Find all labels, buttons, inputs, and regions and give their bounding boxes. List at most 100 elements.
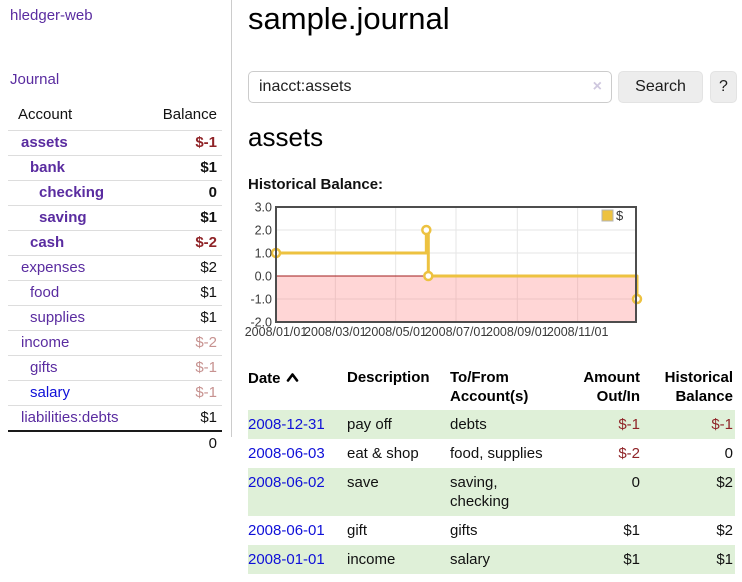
chart-plot-border: [275, 206, 637, 323]
sort-ascending-icon: [286, 368, 299, 387]
account-balance: $-2: [147, 230, 222, 256]
chart-negative-region: [276, 276, 636, 322]
accounts-total-row: 0: [8, 430, 222, 456]
sidebar-item-journal[interactable]: Journal: [10, 71, 60, 88]
sidebar: hledger-web Journal Account Balance asse…: [0, 0, 232, 456]
account-heading: assets: [248, 122, 324, 152]
transaction-description: eat & shop: [347, 445, 419, 462]
y-axis-label: 1.0: [255, 247, 272, 261]
accounts-total-spacer: [8, 430, 148, 456]
transaction-balance: $1: [716, 551, 733, 568]
account-link[interactable]: cash: [30, 234, 65, 251]
page-title: sample.journal: [248, 1, 450, 36]
register-header-date[interactable]: Date: [248, 362, 347, 410]
transaction-balance: 0: [724, 445, 733, 462]
accounts-header-account: Account: [8, 101, 148, 131]
account-balance: $1: [147, 405, 222, 432]
transaction-description: save: [347, 474, 379, 491]
account-balance: $-1: [147, 355, 222, 381]
transaction-accounts: food, supplies: [450, 445, 543, 462]
account-row: gifts $-1: [8, 355, 222, 381]
account-row: food $1: [8, 280, 222, 306]
register-header-date-label: Date: [248, 370, 281, 387]
account-balance: $1: [147, 305, 222, 331]
y-axis-label: -1.0: [250, 293, 272, 307]
x-axis-label: 2008/03/01: [304, 325, 367, 339]
transaction-accounts: salary: [450, 551, 491, 568]
account-link[interactable]: checking: [39, 184, 105, 201]
transaction-accounts: debts: [450, 416, 487, 433]
transaction-amount: 0: [631, 474, 640, 491]
search-input[interactable]: [248, 71, 612, 103]
register-header-description: Description: [347, 369, 430, 386]
transaction-description: income: [347, 551, 396, 568]
transaction-amount: $1: [623, 551, 640, 568]
x-axis-label: 2008/11/01: [547, 325, 609, 339]
account-link[interactable]: supplies: [30, 309, 86, 326]
transaction-balance: $-1: [711, 416, 733, 433]
account-link[interactable]: income: [21, 334, 70, 351]
account-row: expenses $2: [8, 255, 222, 281]
account-link[interactable]: saving: [39, 209, 87, 226]
account-row: income $-2: [8, 330, 222, 356]
accounts-table: Account Balance assets $-1 bank $1 check…: [8, 101, 222, 456]
account-balance: $2: [147, 255, 222, 281]
account-link[interactable]: assets: [21, 134, 68, 151]
account-row: bank $1: [8, 155, 222, 181]
account-row: salary $-1: [8, 380, 222, 406]
register-row: 2008-12-31 pay off debts $-1 $-1: [248, 410, 735, 439]
transaction-date-link[interactable]: 2008-06-03: [248, 445, 325, 462]
account-balance: $-1: [147, 380, 222, 406]
account-link[interactable]: bank: [30, 159, 66, 176]
legend-swatch: [601, 209, 614, 222]
chart-title: Historical Balance:: [248, 176, 384, 193]
transaction-date-link[interactable]: 2008-06-01: [248, 522, 325, 539]
transaction-amount: $-1: [618, 416, 640, 433]
historical-balance-chart: $3.0 2.0 1.0 0.0 -1.0 -2.0 2008/01/01 2008/03/0…: [240, 200, 742, 350]
y-axis-label: 0.0: [255, 270, 272, 284]
y-axis-label: 2.0: [255, 224, 272, 238]
x-axis-label: 2008/07/01: [425, 325, 488, 339]
transaction-amount: $-2: [618, 445, 640, 462]
account-row: checking 0: [8, 180, 222, 206]
clear-search-icon[interactable]: ×: [592, 78, 602, 95]
account-row: assets $-1: [8, 130, 222, 156]
account-link[interactable]: gifts: [30, 359, 58, 376]
register-row: 2008-06-03 eat & shop food, supplies $-2…: [248, 439, 735, 468]
legend-label: $: [616, 208, 624, 223]
account-balance: $-2: [147, 330, 222, 356]
register-table: Date Description To/From Account(s) Amou…: [248, 362, 735, 574]
account-balance: $1: [147, 205, 222, 231]
transaction-balance: $2: [716, 474, 733, 491]
account-link[interactable]: salary: [30, 384, 71, 401]
register-row: 2008-01-01 income salary $1 $1: [248, 545, 735, 574]
search-bar: ×: [248, 71, 612, 103]
transaction-date-link[interactable]: 2008-12-31: [248, 416, 325, 433]
register-row: 2008-06-01 gift gifts $1 $2: [248, 516, 735, 545]
account-row: saving $1: [8, 205, 222, 231]
help-button[interactable]: ?: [710, 71, 737, 103]
accounts-header-balance: Balance: [147, 101, 222, 131]
search-button[interactable]: Search: [618, 71, 703, 103]
transaction-accounts: saving, checking: [450, 474, 510, 510]
transaction-date-link[interactable]: 2008-06-02: [248, 474, 325, 491]
register-header-amount: Amount Out/In: [583, 369, 640, 405]
transaction-date-link[interactable]: 2008-01-01: [248, 551, 325, 568]
account-link[interactable]: food: [30, 284, 60, 301]
account-balance: $-1: [147, 130, 222, 156]
transaction-balance: $2: [716, 522, 733, 539]
account-link[interactable]: liabilities:debts: [21, 409, 119, 426]
transaction-description: pay off: [347, 416, 392, 433]
account-balance: $1: [147, 280, 222, 306]
chart-data-point: [423, 270, 434, 282]
account-balance: 0: [147, 180, 222, 206]
brand-link[interactable]: hledger-web: [10, 7, 93, 24]
register-header-balance: Historical Balance: [664, 369, 733, 405]
transaction-accounts: gifts: [450, 522, 478, 539]
account-link[interactable]: expenses: [21, 259, 86, 276]
accounts-total-value: 0: [147, 430, 222, 456]
x-axis-label: 2008/09/01: [486, 325, 549, 339]
account-row: cash $-2: [8, 230, 222, 256]
transaction-description: gift: [347, 522, 368, 539]
account-balance: $1: [147, 155, 222, 181]
